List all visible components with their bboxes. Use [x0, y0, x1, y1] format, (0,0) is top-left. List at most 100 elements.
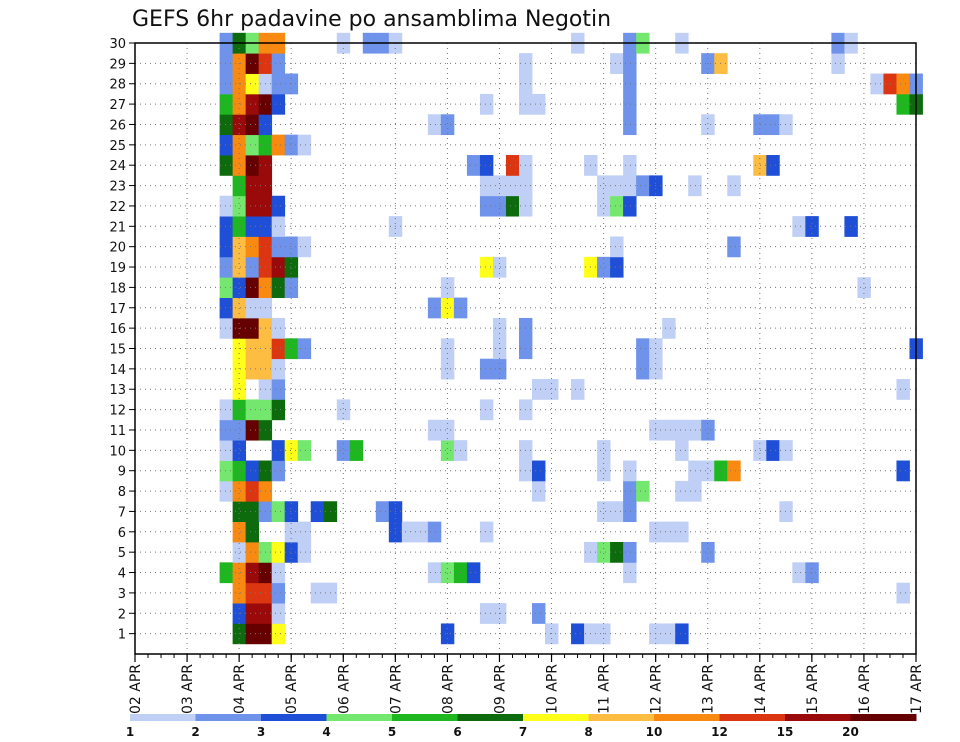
heatmap-cell: [727, 175, 741, 197]
heatmap-cell: [219, 236, 234, 258]
heatmap-cell: [610, 195, 624, 217]
heatmap-cell: [532, 379, 546, 400]
y-tick-label: 13: [109, 383, 126, 398]
heatmap-cell: [271, 134, 286, 156]
heatmap-cell: [779, 501, 793, 523]
heatmap-cell: [896, 460, 910, 482]
y-tick-label: 19: [109, 261, 126, 276]
heatmap-cell: [597, 195, 611, 217]
heatmap-cell: [271, 562, 286, 584]
heatmap-cell: [896, 379, 910, 400]
heatmap-cell: [245, 317, 260, 339]
heatmap-cell: [245, 521, 260, 543]
heatmap-cell: [219, 399, 234, 421]
heatmap-cell: [271, 541, 286, 563]
legend-swatch: [326, 714, 393, 721]
heatmap-cell: [675, 521, 689, 543]
heatmap-cell: [245, 236, 260, 258]
legend-swatch: [588, 714, 655, 721]
heatmap-cell: [336, 440, 351, 461]
heatmap-cell: [297, 541, 312, 563]
heatmap-cell: [623, 155, 637, 176]
heatmap-cell: [896, 582, 910, 604]
heatmap-cell: [245, 623, 260, 645]
legend-label: 2: [191, 725, 199, 739]
legend-label: 8: [584, 725, 592, 739]
y-tick-label: 5: [118, 546, 126, 561]
heatmap-cell: [492, 256, 507, 278]
y-tick-label: 9: [118, 465, 126, 480]
heatmap-cell: [414, 521, 429, 543]
heatmap-cell: [245, 155, 260, 176]
y-tick-label: 24: [109, 159, 126, 174]
heatmap-cell: [675, 480, 689, 502]
heatmap-cell: [623, 480, 637, 502]
heatmap-cell: [245, 195, 260, 217]
heatmap-cell: [427, 114, 442, 136]
heatmap-cell: [271, 256, 286, 278]
x-tick-label: 03 APR: [180, 664, 196, 714]
heatmap-cell: [466, 155, 481, 176]
heatmap-cell: [675, 419, 689, 441]
heatmap-cell: [440, 114, 455, 136]
heatmap-cell: [284, 236, 299, 258]
heatmap-cell: [271, 379, 286, 400]
heatmap-cell: [427, 562, 442, 584]
y-tick-label: 23: [109, 180, 126, 195]
heatmap-cell: [245, 256, 260, 278]
y-tick-label: 15: [109, 343, 126, 358]
heatmap-cell: [532, 480, 546, 502]
heatmap-cell: [245, 603, 260, 624]
heatmap-cell: [792, 562, 806, 584]
heatmap-cell: [492, 358, 507, 380]
legend-label: 20: [842, 725, 859, 739]
heatmap-cell: [610, 501, 624, 523]
y-tick-label: 25: [109, 139, 126, 154]
heatmap-cell: [284, 440, 299, 461]
legend-swatch: [850, 714, 917, 721]
y-tick-label: 28: [109, 78, 126, 93]
heatmap-cell: [779, 114, 793, 136]
heatmap-cell: [492, 175, 507, 197]
heatmap-cell: [427, 521, 442, 543]
heatmap-cell: [297, 236, 312, 258]
heatmap-cell: [675, 623, 689, 645]
heatmap-cell: [597, 175, 611, 197]
heatmap-cell: [597, 501, 611, 523]
heatmap-cell: [271, 93, 286, 115]
heatmap-cell: [636, 338, 650, 360]
heatmap-cell: [271, 277, 286, 298]
heatmap-cell: [271, 440, 286, 461]
heatmap-cell: [232, 216, 247, 237]
heatmap-cell: [232, 541, 247, 563]
heatmap-cell: [479, 358, 494, 380]
heatmap-cell: [349, 440, 364, 461]
heatmap-cell: [805, 562, 819, 584]
heatmap-cell: [284, 277, 299, 298]
heatmap-cell: [688, 175, 702, 197]
legend-swatch: [457, 714, 524, 721]
heatmap-cell: [271, 338, 286, 360]
heatmap-cell: [245, 277, 260, 298]
heatmap-cell: [701, 541, 715, 563]
heatmap-cell: [271, 501, 286, 523]
legend-swatch: [719, 714, 786, 721]
heatmap-cell: [532, 460, 546, 482]
heatmap-cell: [440, 277, 455, 298]
heatmap-cell: [271, 603, 286, 624]
heatmap-cell: [427, 297, 442, 319]
legend-label: 3: [257, 725, 265, 739]
heatmap-cell: [219, 440, 234, 461]
y-tick-label: 21: [109, 220, 126, 235]
heatmap-cell: [219, 53, 234, 74]
heatmap-cell: [427, 419, 442, 441]
heatmap-cell: [623, 501, 637, 523]
heatmap-cell: [232, 256, 247, 278]
y-tick-label: 27: [109, 98, 126, 113]
heatmap-cell: [610, 256, 624, 278]
heatmap-cell: [623, 562, 637, 584]
x-tick-label: 08 APR: [440, 664, 456, 714]
heatmap-cell: [675, 440, 689, 461]
heatmap-cell: [271, 53, 286, 74]
heatmap-cell: [271, 582, 286, 604]
